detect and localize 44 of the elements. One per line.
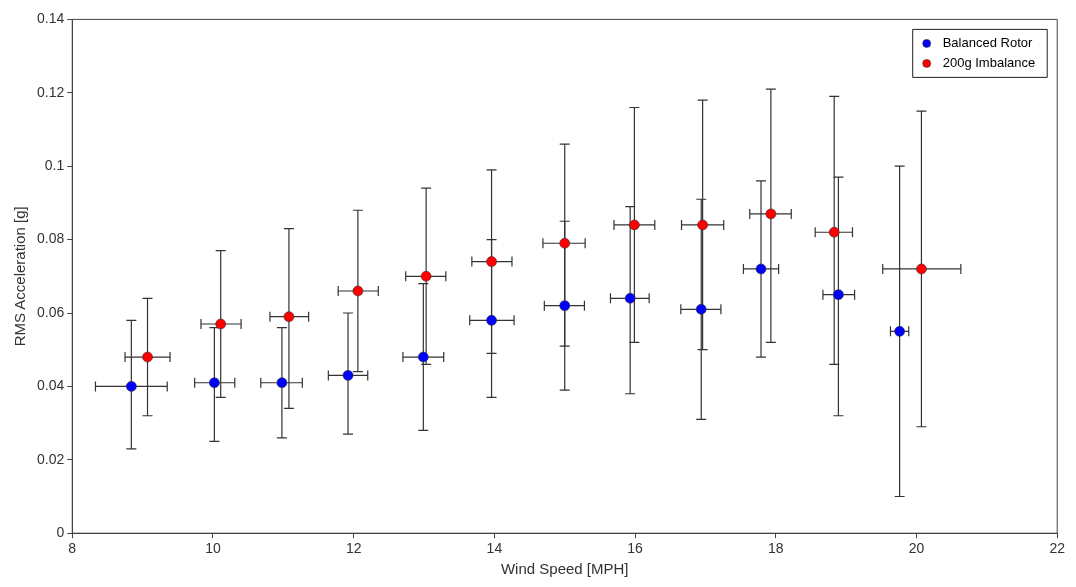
point [142, 351, 153, 363]
x-tick-label: 22 [1049, 540, 1066, 557]
point [624, 293, 636, 304]
legend-label: 200g Imbalance [942, 54, 1036, 70]
point [342, 370, 354, 381]
x-tick-label: 18 [768, 540, 784, 557]
x-tick-label: 12 [345, 540, 362, 557]
y-tick-label: 0.02 [37, 450, 65, 467]
point [486, 256, 497, 267]
point [126, 381, 137, 392]
y-tick-label: 0.06 [37, 303, 65, 320]
point [559, 237, 571, 249]
y-tick-label: 0.1 [44, 157, 65, 174]
y-axis-title: RMS Acceleration [g] [11, 206, 29, 347]
point [833, 289, 844, 300]
point [894, 326, 905, 337]
y-tick-label: 0.12 [37, 83, 65, 100]
point [420, 271, 432, 282]
point [418, 351, 429, 363]
point [209, 377, 220, 389]
y-tick-label: 0 [56, 524, 65, 541]
x-axis-title: Wind Speed [MPH] [500, 560, 629, 578]
point [215, 318, 226, 330]
point [695, 304, 707, 315]
x-tick-label: 10 [205, 540, 221, 557]
point [276, 377, 288, 389]
point [559, 300, 571, 311]
point [283, 311, 295, 322]
y-tick-label: 0.14 [37, 10, 65, 27]
x-tick-label: 14 [486, 540, 503, 557]
legend-label: Balanced Rotor [942, 34, 1033, 50]
point [629, 219, 640, 231]
point [916, 263, 927, 275]
x-tick-label: 20 [908, 540, 925, 557]
x-tick-label: 16 [627, 540, 644, 557]
point [828, 226, 840, 238]
x-tick-label: 8 [68, 540, 77, 557]
point [486, 315, 497, 326]
point [352, 285, 364, 297]
y-tick-label: 0.08 [37, 230, 65, 247]
y-tick-label: 0.04 [37, 377, 65, 394]
point [755, 263, 767, 275]
point [697, 219, 708, 231]
point [765, 208, 777, 220]
